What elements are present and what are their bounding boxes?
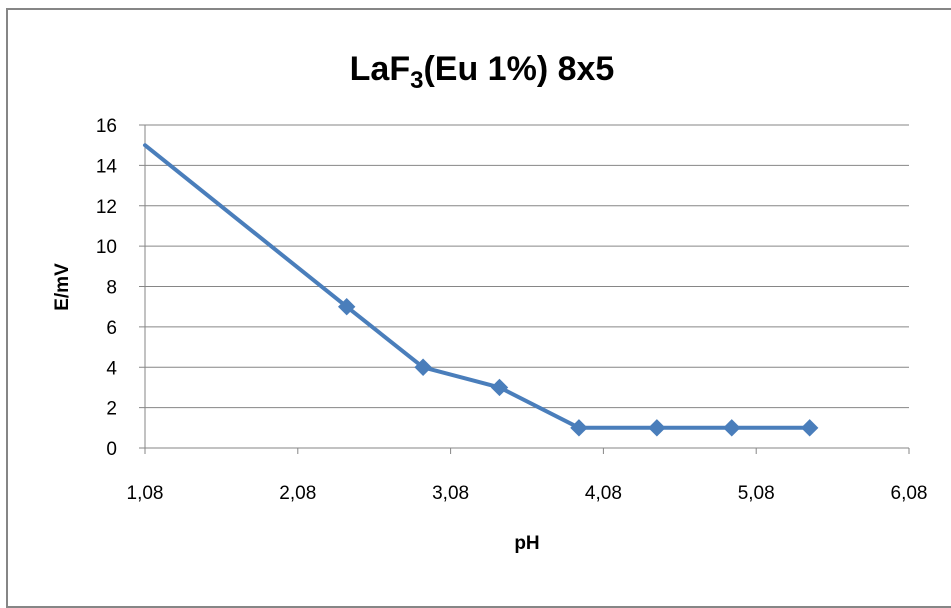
x-tick-label: 6,08 — [891, 483, 928, 504]
tick-labels: 0 2 4 6 8 10 12 14 16 1,08 2,08 3,08 4,08 5,08 6,08 — [96, 116, 928, 504]
chart-title-subscript: 3 — [410, 67, 423, 94]
data-point-marker — [337, 297, 356, 316]
grid-lines — [145, 124, 909, 409]
axes — [139, 124, 910, 454]
data-point-marker — [800, 419, 819, 437]
chart-frame — [6, 8, 951, 608]
chart-title-main: LaF — [350, 50, 410, 88]
y-axis-title: E/mV — [52, 263, 73, 311]
y-tick-label: 10 — [96, 237, 117, 258]
chart-svg: LaF3(Eu 1%) 8x5 0 2 4 6 8 10 12 14 16 1,08 2,08 3,0… — [52, 50, 928, 554]
chart-title-rest: (Eu 1%) 8x5 — [423, 50, 614, 88]
series-line — [143, 143, 812, 430]
data-point-marker — [648, 419, 666, 437]
y-tick-label: 14 — [96, 156, 118, 177]
data-point-marker — [723, 419, 741, 437]
y-tick-label: 2 — [106, 399, 117, 420]
y-tick-label: 0 — [106, 439, 117, 460]
x-axis-title: pH — [514, 533, 539, 554]
y-tick-label: 8 — [106, 278, 117, 299]
data-point-marker — [490, 378, 509, 397]
y-tick-label: 4 — [106, 358, 117, 379]
y-tick-label: 12 — [96, 197, 117, 218]
x-tick-label: 3,08 — [432, 483, 469, 504]
x-tick-label: 5,08 — [738, 483, 775, 504]
data-point-marker — [414, 358, 432, 376]
x-tick-label: 1,08 — [127, 483, 164, 504]
x-tick-label: 4,08 — [585, 483, 622, 504]
y-tick-label: 6 — [106, 318, 117, 339]
data-series — [143, 143, 819, 437]
data-point-marker — [570, 419, 588, 437]
chart-title: LaF3(Eu 1%) 8x5 — [350, 50, 615, 94]
x-tick-label: 2,08 — [279, 483, 316, 504]
y-tick-label: 16 — [96, 116, 117, 137]
